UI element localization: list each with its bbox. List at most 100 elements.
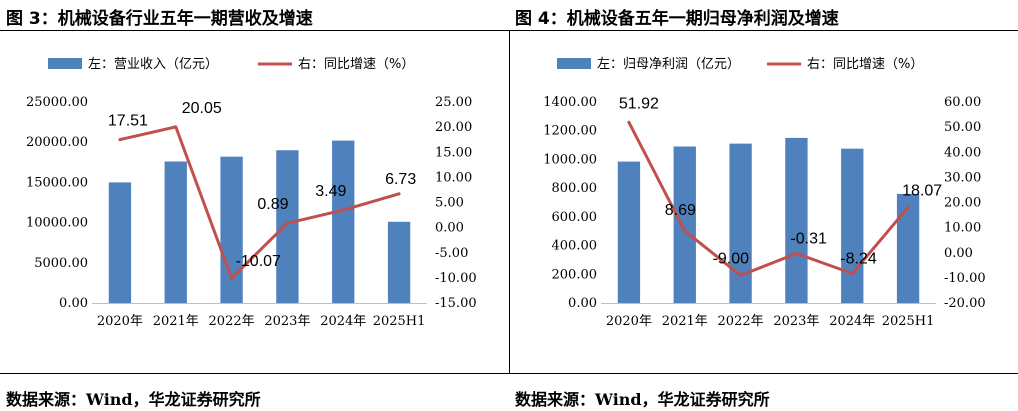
y-left-tick-label: 1200.00 xyxy=(543,124,597,139)
growth-point xyxy=(627,120,631,124)
growth-point xyxy=(397,192,401,196)
y-right-tick-label: 10.00 xyxy=(944,221,981,236)
y-left-tick-label: 15000.00 xyxy=(26,175,88,190)
x-tick-label: 2023年 xyxy=(264,314,310,329)
bar-2023年 xyxy=(276,150,299,303)
legend-bar-label: 左：营业收入（亿元） xyxy=(88,57,218,72)
bar-2025H1 xyxy=(896,193,920,303)
title-rule xyxy=(509,30,1018,31)
x-tick-label: 2020年 xyxy=(606,314,652,329)
bar-2020年 xyxy=(617,161,641,303)
legend-line-label: 右：同比增速（%） xyxy=(807,57,923,72)
x-tick-label: 2021年 xyxy=(662,314,708,329)
footer-rule xyxy=(509,373,1018,374)
growth-point xyxy=(906,205,910,209)
growth-data-label: 6.73 xyxy=(385,171,416,188)
y-right-tick-label: -5.00 xyxy=(435,246,468,261)
growth-data-label: -0.31 xyxy=(790,231,827,248)
y-left-tick-label: 25000.00 xyxy=(26,95,88,110)
bar-2023年 xyxy=(785,137,808,303)
growth-data-label: -10.07 xyxy=(236,253,281,270)
y-right-tick-label: 0.00 xyxy=(435,221,464,236)
figure-3-source: 数据来源：Wind，华龙证券研究所 xyxy=(6,390,261,409)
x-tick-label: 2023年 xyxy=(773,314,819,329)
y-left-tick-label: 0.00 xyxy=(59,296,88,311)
y-left-tick-label: 5000.00 xyxy=(34,256,88,271)
y-right-tick-label: 0.00 xyxy=(944,246,973,261)
x-tick-label: 2022年 xyxy=(209,314,255,329)
figure-4-source: 数据来源：Wind，华龙证券研究所 xyxy=(515,390,770,409)
growth-point xyxy=(739,273,743,277)
legend-bar-swatch xyxy=(557,58,591,69)
x-tick-label: 2025H1 xyxy=(373,314,426,329)
growth-data-label: -9.00 xyxy=(713,250,750,267)
growth-point xyxy=(230,276,234,280)
bar-2024年 xyxy=(332,140,355,303)
y-right-tick-label: 5.00 xyxy=(435,196,464,211)
y-right-tick-label: -20.00 xyxy=(944,296,986,311)
y-left-tick-label: 600.00 xyxy=(552,210,598,225)
bar-2020年 xyxy=(108,182,132,303)
growth-point xyxy=(174,125,178,129)
legend-bar-label: 左：归母净利润（亿元） xyxy=(597,57,740,72)
x-tick-label: 2025H1 xyxy=(882,314,935,329)
growth-point xyxy=(794,252,798,256)
y-right-tick-label: -10.00 xyxy=(944,271,986,286)
growth-data-label: 8.69 xyxy=(665,202,696,219)
y-right-tick-label: 20.00 xyxy=(944,196,981,211)
bar-2025H1 xyxy=(387,221,411,303)
growth-data-label: 3.49 xyxy=(315,183,346,200)
legend: 左：归母净利润（亿元） 右：同比增速（%） xyxy=(557,57,923,72)
growth-data-label: 18.07 xyxy=(902,182,942,199)
growth-data-label: 51.92 xyxy=(619,95,659,112)
x-tick-label: 2020年 xyxy=(97,314,143,329)
growth-point xyxy=(683,229,687,233)
legend: 左：营业收入（亿元） 右：同比增速（%） xyxy=(48,57,414,72)
growth-line xyxy=(627,121,910,277)
x-tick-label: 2021年 xyxy=(153,314,199,329)
y-left-tick-label: 10000.00 xyxy=(26,216,88,231)
title-rule xyxy=(0,30,509,31)
y-right-tick-label: 20.00 xyxy=(435,120,472,135)
y-left-tick-label: 0.00 xyxy=(568,296,597,311)
revenue-chart: 左：营业收入（亿元） 右：同比增速（%） 0.00 5000.00 10000.00 15… xyxy=(26,57,477,329)
legend-line-label: 右：同比增速（%） xyxy=(298,57,414,72)
y-left-tick-label: 1400.00 xyxy=(543,95,597,110)
footer-rule xyxy=(0,373,509,374)
growth-line xyxy=(119,125,400,280)
y-right-tick-label: -10.00 xyxy=(435,271,477,286)
growth-data-label: 20.05 xyxy=(182,100,222,117)
growth-point xyxy=(285,221,289,225)
y-left-tick-label: 800.00 xyxy=(552,181,598,196)
y-left-tick-label: 20000.00 xyxy=(26,135,88,150)
net-profit-chart: 左：归母净利润（亿元） 右：同比增速（%） 0.00 200.00 400.00 600.… xyxy=(543,57,986,329)
panel-divider xyxy=(509,30,510,373)
bar-2024年 xyxy=(841,148,864,303)
growth-point xyxy=(118,138,122,142)
bar-2022年 xyxy=(220,156,243,303)
growth-data-label: -8.24 xyxy=(840,250,877,267)
y-right-tick-label: 50.00 xyxy=(944,120,981,135)
x-tick-label: 2024年 xyxy=(829,314,875,329)
bar-2022年 xyxy=(729,143,752,303)
y-right-tick-label: 15.00 xyxy=(435,145,472,160)
growth-point xyxy=(850,271,854,275)
y-right-tick-label: -15.00 xyxy=(435,296,477,311)
figure-3-panel: 图 3：机械设备行业五年一期营收及增速 左：营业收入（亿元） 右：同比增速（%） 0… xyxy=(0,9,509,409)
x-tick-label: 2024年 xyxy=(320,314,366,329)
y-left-tick-label: 1000.00 xyxy=(543,152,597,167)
legend-bar-swatch xyxy=(48,58,82,69)
figure-4-panel: 图 4：机械设备五年一期归母净利润及增速 左：归母净利润（亿元） 右：同比增速（%… xyxy=(509,0,1018,411)
growth-data-label: 17.51 xyxy=(108,113,148,130)
y-right-tick-label: 60.00 xyxy=(944,95,981,110)
y-right-tick-label: 30.00 xyxy=(944,170,981,185)
bar-2021年 xyxy=(673,146,696,303)
y-left-tick-label: 200.00 xyxy=(552,267,598,282)
growth-data-label: 0.89 xyxy=(257,196,288,213)
growth-point xyxy=(341,208,345,212)
y-right-tick-label: 25.00 xyxy=(435,95,472,110)
y-right-tick-label: 10.00 xyxy=(435,170,472,185)
figure-4-title: 图 4：机械设备五年一期归母净利润及增速 xyxy=(515,9,839,29)
y-right-tick-label: 40.00 xyxy=(944,145,981,160)
y-left-tick-label: 400.00 xyxy=(552,239,598,254)
